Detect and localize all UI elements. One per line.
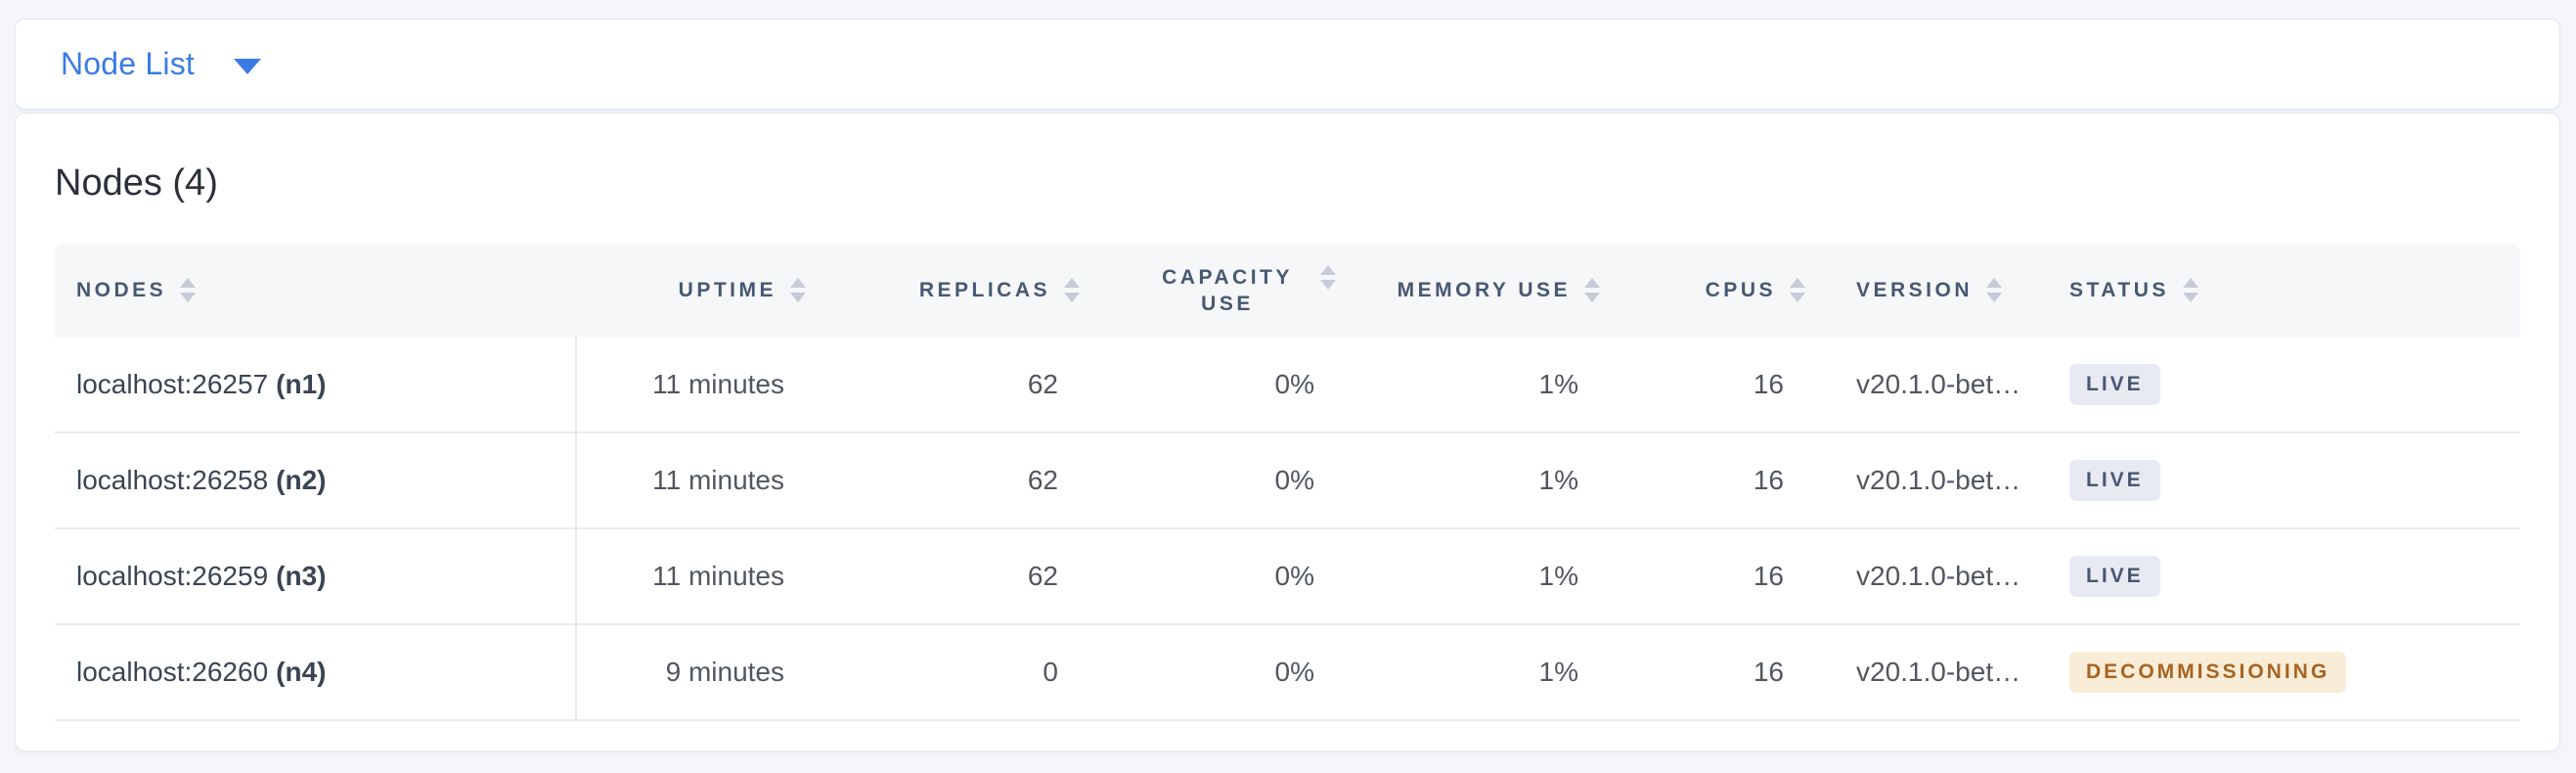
column-header-memory-use[interactable]: MEMORY USE: [1342, 277, 1606, 303]
node-address-cell[interactable]: localhost:26258 (n2): [55, 433, 577, 527]
column-header-uptime[interactable]: UPTIME: [577, 277, 812, 303]
column-header-replicas[interactable]: REPLICAS: [812, 277, 1086, 303]
uptime-cell: 11 minutes: [652, 465, 784, 495]
column-header-label: CAPACITY USE: [1162, 265, 1293, 315]
sort-arrows-icon: [1584, 278, 1600, 303]
uptime-cell: 9 minutes: [665, 657, 784, 687]
column-header-label: REPLICAS: [918, 279, 1050, 302]
uptime-cell: 11 minutes: [652, 561, 784, 591]
capacity-use-cell: 0%: [1274, 465, 1314, 495]
column-header-label: MEMORY USE: [1397, 279, 1571, 302]
view-selector-dropdown[interactable]: Node List: [61, 46, 261, 82]
node-address: localhost:26260: [76, 657, 269, 687]
status-badge: LIVE: [2069, 459, 2160, 502]
replicas-cell: 62: [1027, 369, 1058, 399]
sort-arrows-icon: [1320, 264, 1336, 290]
node-id: (n1): [276, 369, 327, 399]
column-header-label: STATUS: [2069, 279, 2169, 302]
caret-down-icon: [234, 58, 261, 74]
node-address: localhost:26257: [76, 369, 269, 399]
node-address-cell[interactable]: localhost:26260 (n4): [55, 625, 577, 719]
column-header-cpus[interactable]: CPUS: [1606, 277, 1811, 303]
status-cell: LIVE: [2046, 555, 2520, 598]
memory-use-cell: 1%: [1538, 369, 1578, 399]
cpus-cell: 16: [1753, 465, 1784, 495]
status-badge: DECOMMISSIONING: [2069, 651, 2347, 694]
memory-use-cell: 1%: [1538, 465, 1578, 495]
status-cell: LIVE: [2046, 459, 2520, 502]
node-id: (n3): [276, 561, 327, 591]
replicas-cell: 0: [1043, 657, 1058, 687]
sort-arrows-icon: [180, 278, 197, 303]
memory-use-cell: 1%: [1538, 657, 1578, 687]
version-cell: v20.1.0-bet…: [1856, 657, 2021, 687]
status-badge: LIVE: [2069, 555, 2160, 598]
node-id: (n4): [276, 657, 327, 687]
cpus-cell: 16: [1753, 657, 1784, 687]
sort-arrows-icon: [1064, 278, 1080, 303]
sort-arrows-icon: [790, 278, 806, 303]
sort-arrows-icon: [2182, 278, 2198, 303]
node-address-cell[interactable]: localhost:26257 (n1): [55, 338, 577, 432]
table-row: localhost:26259 (n3) 11 minutes 62 0% 1%…: [55, 529, 2520, 625]
view-selector-label: Node List: [61, 46, 195, 81]
capacity-use-cell: 0%: [1274, 369, 1314, 399]
column-header-label: CPUS: [1705, 279, 1776, 302]
column-header-label: UPTIME: [678, 279, 777, 302]
uptime-cell: 11 minutes: [652, 369, 784, 399]
view-selector-bar: Node List: [15, 19, 2560, 110]
column-header-nodes[interactable]: NODES: [55, 277, 577, 303]
cpus-cell: 16: [1753, 369, 1784, 399]
replicas-cell: 62: [1027, 465, 1058, 495]
node-address: localhost:26259: [76, 561, 269, 591]
column-header-label: NODES: [76, 279, 167, 302]
node-address-cell[interactable]: localhost:26259 (n3): [55, 529, 577, 623]
column-header-version[interactable]: VERSION: [1811, 277, 2046, 303]
capacity-use-cell: 0%: [1274, 657, 1314, 687]
node-table: NODES UPTIME REPLICAS CAPACITY USE MEMOR…: [55, 244, 2520, 721]
version-cell: v20.1.0-bet…: [1856, 369, 2021, 399]
table-row: localhost:26260 (n4) 9 minutes 0 0% 1% 1…: [55, 625, 2520, 721]
version-cell: v20.1.0-bet…: [1856, 561, 2021, 591]
table-row: localhost:26257 (n1) 11 minutes 62 0% 1%…: [55, 338, 2520, 433]
memory-use-cell: 1%: [1538, 561, 1578, 591]
sort-arrows-icon: [1790, 278, 1805, 303]
replicas-cell: 62: [1027, 561, 1058, 591]
cpus-cell: 16: [1753, 561, 1784, 591]
column-header-capacity-use[interactable]: CAPACITY USE: [1086, 264, 1342, 318]
capacity-use-cell: 0%: [1274, 561, 1314, 591]
node-address: localhost:26258: [76, 465, 269, 495]
node-id: (n2): [276, 465, 327, 495]
status-badge: LIVE: [2069, 363, 2160, 406]
page-title: Nodes (4): [55, 162, 218, 204]
sort-arrows-icon: [1986, 278, 2003, 303]
column-header-status[interactable]: STATUS: [2046, 277, 2520, 303]
status-cell: DECOMMISSIONING: [2046, 651, 2520, 694]
status-cell: LIVE: [2046, 363, 2520, 406]
version-cell: v20.1.0-bet…: [1856, 465, 2021, 495]
column-header-label: VERSION: [1856, 279, 1974, 302]
table-header-row: NODES UPTIME REPLICAS CAPACITY USE MEMOR…: [55, 244, 2520, 338]
nodes-panel: Nodes (4) NODES UPTIME REPLICAS CAPACITY…: [15, 113, 2560, 751]
table-row: localhost:26258 (n2) 11 minutes 62 0% 1%…: [55, 433, 2520, 529]
